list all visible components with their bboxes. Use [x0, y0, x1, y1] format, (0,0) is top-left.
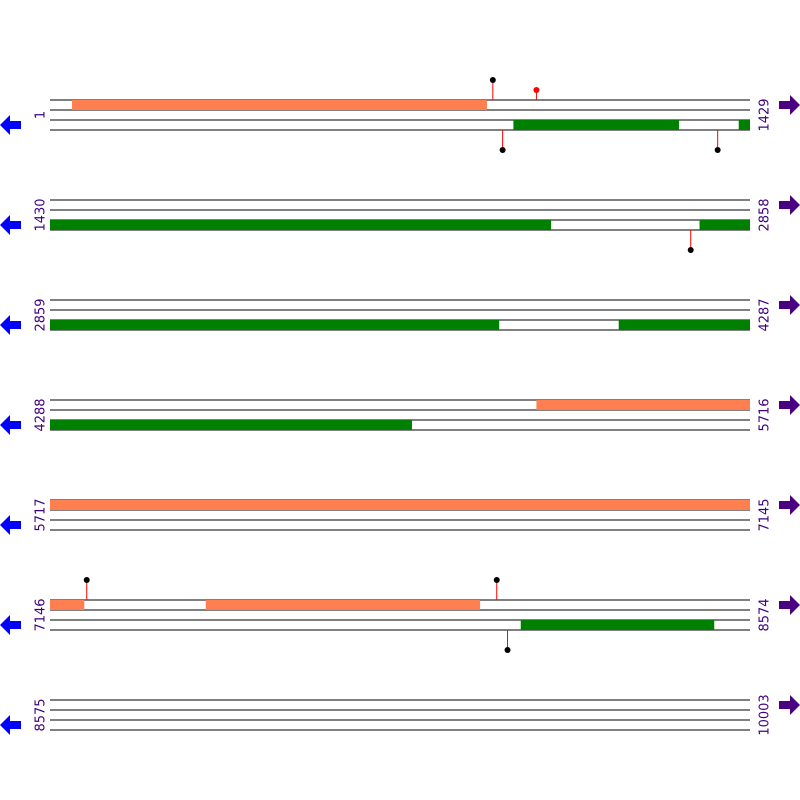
end-label: 8574	[758, 598, 773, 631]
forward-arrow	[779, 195, 800, 215]
reverse-arrow	[0, 215, 21, 235]
reverse-arrow	[0, 715, 21, 735]
feature	[50, 220, 552, 230]
end-label: 10003	[758, 694, 773, 735]
forward-arrow	[779, 495, 800, 515]
reverse-arrow	[0, 415, 21, 435]
feature	[513, 120, 679, 130]
reverse-arrow	[0, 115, 21, 135]
forward-arrow	[779, 595, 800, 615]
feature	[738, 120, 750, 130]
feature	[50, 320, 500, 330]
feature	[699, 220, 750, 230]
end-label: 7145	[758, 498, 773, 531]
feature	[618, 320, 750, 330]
feature	[50, 600, 85, 610]
feature	[50, 500, 750, 510]
marker-dot	[493, 577, 500, 583]
start-label: 1	[34, 111, 49, 119]
end-label: 1429	[758, 98, 773, 131]
reverse-arrow	[0, 615, 21, 635]
marker-dot	[489, 77, 496, 83]
marker-dot	[499, 147, 506, 153]
forward-arrow	[779, 295, 800, 315]
marker-dot	[533, 87, 540, 93]
start-label: 2859	[34, 298, 49, 331]
feature	[72, 100, 487, 110]
feature	[50, 420, 413, 430]
end-label: 4287	[758, 298, 773, 331]
marker-dot	[504, 647, 511, 653]
reverse-arrow	[0, 515, 21, 535]
start-label: 8575	[34, 698, 49, 731]
feature	[520, 620, 715, 630]
forward-arrow	[779, 695, 800, 715]
start-label: 1430	[34, 198, 49, 231]
marker-dot	[687, 247, 694, 253]
end-label: 5716	[758, 398, 773, 431]
reverse-arrow	[0, 315, 21, 335]
feature	[536, 400, 750, 410]
forward-arrow	[779, 95, 800, 115]
start-label: 5717	[34, 498, 49, 531]
start-label: 4288	[34, 398, 49, 431]
marker-dot	[714, 147, 721, 153]
feature	[205, 600, 481, 610]
marker-dot	[83, 577, 90, 583]
start-label: 7146	[34, 598, 49, 631]
forward-arrow	[779, 395, 800, 415]
end-label: 2858	[758, 198, 773, 231]
